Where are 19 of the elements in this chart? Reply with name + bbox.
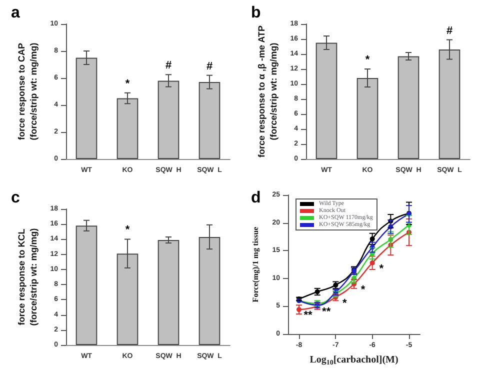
annotation: * xyxy=(360,284,366,296)
y-axis-title: force response to CAP (force/strip wt: mg/mg) xyxy=(16,42,38,140)
annotation: * xyxy=(365,54,370,66)
annotation: # xyxy=(206,60,213,72)
annotation: # xyxy=(446,24,453,37)
y-axis-title: force response to α ,β -me ATP (force/strip wt: mg/mg) xyxy=(256,25,278,158)
annotation: # xyxy=(165,60,172,72)
annotation: * xyxy=(379,262,384,275)
annotation: * xyxy=(125,224,130,236)
chart-title: c xyxy=(11,190,20,206)
chart-title: a xyxy=(11,4,20,22)
annotation: ** xyxy=(304,310,313,322)
annotation: ** xyxy=(322,306,332,318)
annotation: * xyxy=(125,78,130,90)
y-axis-title: Force(mg)/1 mg tissue xyxy=(250,226,260,302)
annotation: * xyxy=(342,297,348,310)
y-axis-title: force response to KCL (force/strip wt: mg/mg) xyxy=(16,228,38,326)
chart-title: d xyxy=(251,190,261,206)
chart-title: b xyxy=(251,4,261,22)
